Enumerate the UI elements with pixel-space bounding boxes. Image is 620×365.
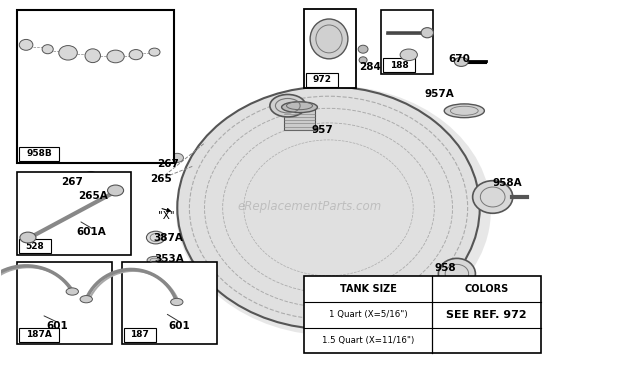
- Ellipse shape: [438, 258, 476, 289]
- Ellipse shape: [85, 49, 100, 63]
- Text: 267: 267: [157, 159, 179, 169]
- Text: 958B: 958B: [26, 149, 52, 158]
- Ellipse shape: [170, 298, 183, 306]
- Ellipse shape: [421, 28, 433, 38]
- Ellipse shape: [472, 181, 513, 213]
- Bar: [304, 9, 356, 88]
- Text: "X": "X": [158, 211, 174, 221]
- Text: 972: 972: [312, 75, 332, 84]
- Bar: [19, 147, 59, 161]
- Bar: [383, 58, 415, 72]
- Ellipse shape: [270, 95, 306, 117]
- Ellipse shape: [42, 45, 53, 54]
- Ellipse shape: [149, 48, 160, 56]
- Bar: [19, 328, 59, 342]
- Text: COLORS: COLORS: [464, 284, 509, 293]
- Text: 353A: 353A: [154, 254, 184, 264]
- Bar: [19, 239, 51, 253]
- Ellipse shape: [454, 57, 468, 66]
- Ellipse shape: [105, 187, 117, 195]
- Text: eReplacementParts.com: eReplacementParts.com: [238, 200, 382, 212]
- Text: 601A: 601A: [76, 227, 106, 238]
- Ellipse shape: [400, 49, 417, 61]
- Ellipse shape: [66, 288, 79, 295]
- Ellipse shape: [129, 50, 143, 60]
- Bar: [17, 262, 112, 344]
- Ellipse shape: [358, 45, 368, 53]
- Ellipse shape: [59, 46, 78, 60]
- Ellipse shape: [457, 289, 469, 296]
- Text: 187: 187: [131, 330, 149, 339]
- Ellipse shape: [20, 232, 36, 243]
- Text: 958: 958: [435, 263, 456, 273]
- Text: TANK SIZE: TANK SIZE: [340, 284, 396, 293]
- Bar: [284, 108, 315, 130]
- Ellipse shape: [107, 50, 124, 63]
- Bar: [306, 73, 338, 87]
- Bar: [304, 276, 541, 353]
- Text: 957: 957: [311, 125, 333, 135]
- Ellipse shape: [147, 256, 162, 264]
- Ellipse shape: [80, 296, 92, 303]
- Text: 284: 284: [360, 62, 381, 72]
- Text: 387A: 387A: [153, 233, 183, 243]
- Text: SEE REF. 972: SEE REF. 972: [446, 310, 527, 319]
- Text: 957A: 957A: [425, 89, 454, 99]
- Text: 267: 267: [61, 177, 83, 187]
- Bar: [122, 262, 218, 344]
- Text: 265: 265: [150, 174, 172, 184]
- Text: 1.5 Quart (X=11/16"): 1.5 Quart (X=11/16"): [322, 336, 414, 345]
- Bar: [17, 11, 174, 162]
- Bar: [124, 328, 156, 342]
- Ellipse shape: [19, 39, 33, 50]
- Text: 958A: 958A: [493, 178, 522, 188]
- Text: 187A: 187A: [26, 330, 52, 339]
- Ellipse shape: [107, 185, 123, 196]
- Bar: [381, 11, 433, 74]
- Text: 528: 528: [25, 242, 45, 251]
- Text: 601: 601: [168, 321, 190, 331]
- Ellipse shape: [281, 102, 317, 112]
- Text: 601: 601: [46, 321, 68, 331]
- Text: 265A: 265A: [78, 191, 108, 201]
- Ellipse shape: [171, 153, 184, 162]
- Bar: [17, 172, 131, 255]
- Ellipse shape: [146, 231, 165, 244]
- Ellipse shape: [85, 172, 97, 181]
- Ellipse shape: [445, 104, 484, 118]
- Text: 1 Quart (X=5/16"): 1 Quart (X=5/16"): [329, 310, 407, 319]
- Text: 670: 670: [448, 54, 471, 64]
- Ellipse shape: [177, 87, 480, 329]
- Ellipse shape: [359, 57, 367, 64]
- Ellipse shape: [176, 86, 491, 336]
- Ellipse shape: [310, 19, 348, 59]
- Text: 188: 188: [390, 61, 409, 70]
